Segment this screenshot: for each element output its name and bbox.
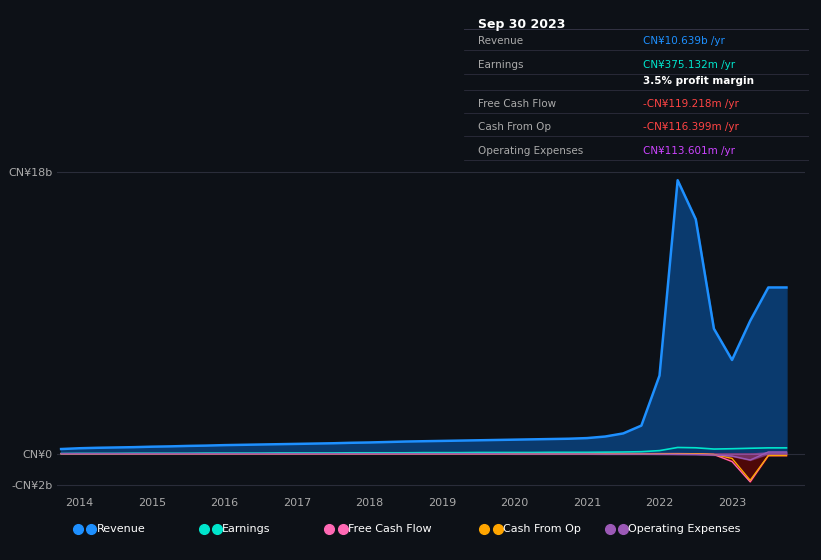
Text: Revenue: Revenue [478, 36, 523, 46]
Text: CN¥375.132m /yr: CN¥375.132m /yr [643, 60, 736, 70]
Text: Operating Expenses: Operating Expenses [478, 146, 583, 156]
Text: -CN¥119.218m /yr: -CN¥119.218m /yr [643, 99, 739, 109]
Text: CN¥113.601m /yr: CN¥113.601m /yr [643, 146, 735, 156]
Text: Earnings: Earnings [478, 60, 523, 70]
Text: Sep 30 2023: Sep 30 2023 [478, 18, 565, 31]
Text: Earnings: Earnings [222, 524, 271, 534]
Text: Cash From Op: Cash From Op [478, 123, 551, 133]
Text: Revenue: Revenue [97, 524, 145, 534]
Text: -CN¥116.399m /yr: -CN¥116.399m /yr [643, 123, 739, 133]
Text: Free Cash Flow: Free Cash Flow [348, 524, 431, 534]
Text: CN¥10.639b /yr: CN¥10.639b /yr [643, 36, 725, 46]
Text: Operating Expenses: Operating Expenses [629, 524, 741, 534]
Text: 3.5% profit margin: 3.5% profit margin [643, 76, 754, 86]
Text: Free Cash Flow: Free Cash Flow [478, 99, 556, 109]
Text: Cash From Op: Cash From Op [502, 524, 580, 534]
